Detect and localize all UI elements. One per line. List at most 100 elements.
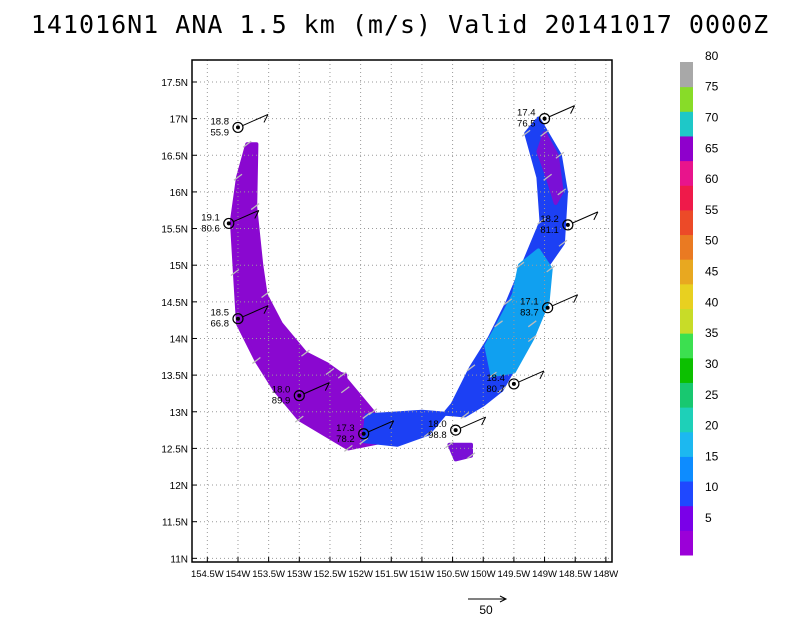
y-tick-label-7: 14.5N (161, 298, 188, 309)
colorbar-segment-1 (680, 505, 693, 531)
point-vmax-5: 18.0 (428, 419, 447, 430)
wind-vector (466, 364, 476, 372)
colorbar-segment-8 (680, 333, 693, 359)
x-tick-label-5: 152W (348, 569, 373, 580)
wind-vector (558, 239, 568, 247)
plot-frame (191, 59, 613, 563)
x-tick-label-7: 151W (410, 569, 435, 580)
point-barb-3 (304, 382, 330, 395)
point-barb-4 (368, 420, 394, 433)
y-tick-label-0: 11N (170, 554, 188, 565)
colorbar-segment-3 (680, 456, 693, 482)
point-center-4 (361, 431, 366, 436)
colorbar-segment-2 (680, 481, 693, 507)
y-tick-label-8: 15N (170, 261, 188, 272)
point-barb-flag-8 (593, 211, 599, 221)
y-tick-label-6: 14N (170, 334, 188, 345)
point-center-1 (226, 221, 231, 226)
wind-vector (460, 411, 470, 419)
wind-vector (521, 129, 531, 137)
point-barb-7 (552, 294, 578, 307)
wind-vector (359, 437, 369, 445)
point-vmax-0: 18.8 (210, 116, 229, 127)
wind-vector (537, 217, 546, 225)
colorbar-segment-7 (680, 357, 693, 383)
wind-vector (423, 430, 433, 438)
point-rmw-1: 80.6 (201, 223, 220, 234)
point-rmw-3: 89.9 (272, 396, 291, 407)
wind-vector (230, 269, 240, 277)
colorbar-segment-19 (680, 62, 693, 88)
colorbar-label-2: 15 (705, 449, 719, 463)
wind-vector (340, 386, 350, 394)
point-center-2 (235, 316, 240, 321)
y-tick-label-2: 12N (170, 481, 188, 492)
point-barb-9 (549, 105, 575, 118)
colorbar-segment-13 (680, 209, 693, 236)
point-center-9 (542, 116, 547, 121)
point-center-3 (297, 393, 302, 398)
colorbar-label-3: 20 (705, 419, 719, 433)
wind-vector (362, 411, 372, 419)
point-ring-0 (232, 121, 244, 134)
wind-vector (445, 441, 454, 449)
wind-vector (540, 129, 549, 137)
x-tick-label-11: 149W (532, 569, 557, 580)
y-tick-label-9: 15.5N (161, 225, 188, 236)
x-tick-label-9: 150W (471, 569, 496, 580)
point-ring-5 (450, 424, 462, 436)
point-rmw-6: 80.7 (486, 384, 505, 395)
point-ring-9 (538, 113, 551, 125)
wind-vector (527, 320, 537, 328)
point-rmw-7: 83.7 (520, 308, 539, 319)
point-center-0 (235, 125, 240, 130)
point-vmax-3: 18.0 (272, 385, 291, 396)
wind-vector (503, 298, 513, 306)
colorbar-segment-16 (680, 135, 693, 162)
colorbar-label-1: 10 (705, 480, 719, 494)
reference-vector-head (499, 595, 508, 603)
wind-vector (250, 203, 260, 211)
point-barb-6 (518, 370, 545, 383)
wind-vector (543, 173, 553, 181)
colorbar-segment-0 (680, 530, 693, 556)
y-tick-label-5: 13.5N (161, 371, 188, 382)
colorbar-segment-4 (680, 431, 693, 457)
wind-band-0 (229, 142, 388, 451)
point-vmax-1: 19.1 (201, 212, 220, 223)
point-rmw-9: 76.5 (517, 119, 536, 130)
point-vmax-8: 18.2 (540, 214, 559, 225)
point-barb-flag-3 (324, 382, 330, 391)
point-vmax-6: 18.4 (486, 373, 505, 384)
point-rmw-5: 98.8 (428, 430, 447, 441)
colorbar-segment-11 (680, 259, 693, 285)
point-center-6 (511, 381, 516, 386)
colorbar-segment-6 (680, 382, 693, 408)
x-tick-label-0: 154.5W (191, 569, 224, 580)
point-ring-8 (562, 219, 574, 231)
colorbar-label-0: 5 (705, 511, 712, 525)
colorbar-label-13: 70 (705, 110, 719, 124)
point-barb-2 (242, 305, 269, 318)
point-center-7 (545, 305, 550, 310)
point-barb-flag-9 (570, 105, 576, 114)
wind-vector (557, 188, 567, 196)
point-vmax-7: 17.1 (520, 297, 539, 308)
colorbar-label-15: 80 (705, 49, 719, 63)
x-tick-label-12: 148.5W (559, 569, 592, 580)
colorbar-label-12: 65 (705, 141, 719, 155)
wind-vector (242, 140, 252, 148)
colorbar-segment-10 (680, 283, 693, 309)
x-tick-label-8: 150.5W (436, 569, 469, 580)
point-barb-flag-0 (263, 114, 269, 123)
point-barb-1 (233, 209, 259, 222)
point-vmax-4: 17.3 (336, 423, 355, 434)
wind-vector (301, 349, 310, 357)
point-barb-flag-4 (389, 420, 395, 429)
colorbar-segment-14 (680, 185, 693, 211)
wind-vector (233, 173, 243, 181)
point-center-8 (565, 222, 570, 227)
y-tick-label-12: 17N (170, 115, 188, 126)
point-vmax-2: 18.5 (210, 308, 229, 319)
point-rmw-0: 55.9 (210, 127, 229, 138)
